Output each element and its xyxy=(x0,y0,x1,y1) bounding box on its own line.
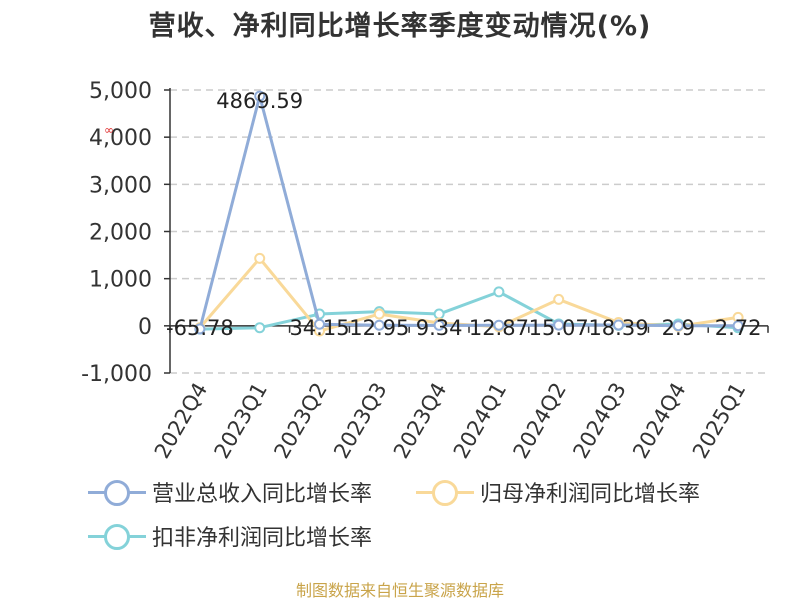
data-label: 2.9 xyxy=(662,316,695,340)
legend-item-deducted-net-profit[interactable]: 扣非净利润同比增长率 xyxy=(88,519,372,553)
legend-label: 扣非净利润同比增长率 xyxy=(152,526,373,551)
data-point xyxy=(613,319,624,331)
data-point xyxy=(672,320,684,332)
data-label: 4869.59 xyxy=(216,89,303,113)
y-tick-label: 3,000 xyxy=(89,173,152,198)
data-point xyxy=(373,319,385,331)
data-point xyxy=(314,318,325,330)
legend-marker-icon xyxy=(88,475,146,509)
data-point xyxy=(493,286,505,298)
x-tick-label: 2022Q4 xyxy=(150,379,212,463)
x-tick-label: 2024Q1 xyxy=(449,379,511,463)
legend-item-revenue[interactable]: 营业总收入同比增长率 xyxy=(88,475,372,509)
x-tick-label: 2024Q4 xyxy=(628,379,690,463)
data-point xyxy=(254,322,266,334)
data-label: 34.15 xyxy=(289,316,349,340)
data-labels: -65.78 4869.59 34.15 12.95 9.34 12.87 15.07 18.… xyxy=(166,89,761,340)
legend-item-net-profit[interactable]: 归母净利润同比增长率 xyxy=(416,475,700,509)
x-tick-label: 2023Q1 xyxy=(210,379,272,463)
data-point xyxy=(553,293,565,305)
x-tick-label: 2023Q4 xyxy=(389,378,451,462)
x-tick-label: 2023Q3 xyxy=(329,379,391,463)
series-lines xyxy=(194,90,744,337)
data-label: 12.95 xyxy=(349,316,409,340)
x-tick-label: 2024Q2 xyxy=(509,379,571,463)
source-note: 制图数据来自恒生聚源数据库 xyxy=(295,581,504,600)
data-point xyxy=(732,320,744,332)
y-tick-label: 0 xyxy=(138,315,152,340)
series-line xyxy=(198,94,739,330)
chart-title: 营收、净利同比增长率季度变动情况(%) xyxy=(148,11,652,42)
x-tick-label: 2023Q2 xyxy=(269,379,331,463)
annotation-marker: ∞ xyxy=(104,123,114,137)
y-tick-label: 5,000 xyxy=(89,79,152,104)
data-label: 18.39 xyxy=(588,316,648,340)
data-label: 2.72 xyxy=(715,316,762,340)
data-point xyxy=(433,319,445,331)
y-tick-label: 4,000 xyxy=(89,126,152,151)
y-tick-label: 2,000 xyxy=(89,221,152,246)
legend-marker-icon xyxy=(88,519,146,553)
y-tick-label: -1,000 xyxy=(81,362,152,387)
data-label: 9.34 xyxy=(416,316,463,340)
data-point xyxy=(553,319,565,331)
x-tick-label: 2024Q3 xyxy=(568,379,630,463)
data-label: 15.07 xyxy=(529,316,589,340)
x-tick-label: 2025Q1 xyxy=(688,379,750,463)
data-label: 12.87 xyxy=(469,316,529,340)
data-point xyxy=(254,90,266,102)
data-point xyxy=(373,308,385,320)
data-label: -65.78 xyxy=(166,316,234,340)
data-point xyxy=(254,252,266,264)
y-tick-label: 1,000 xyxy=(89,268,152,293)
legend-label: 归母净利润同比增长率 xyxy=(480,482,701,507)
data-point xyxy=(194,323,206,335)
data-point xyxy=(493,319,505,331)
legend-marker-icon xyxy=(416,475,474,509)
legend-label: 营业总收入同比增长率 xyxy=(152,482,373,507)
